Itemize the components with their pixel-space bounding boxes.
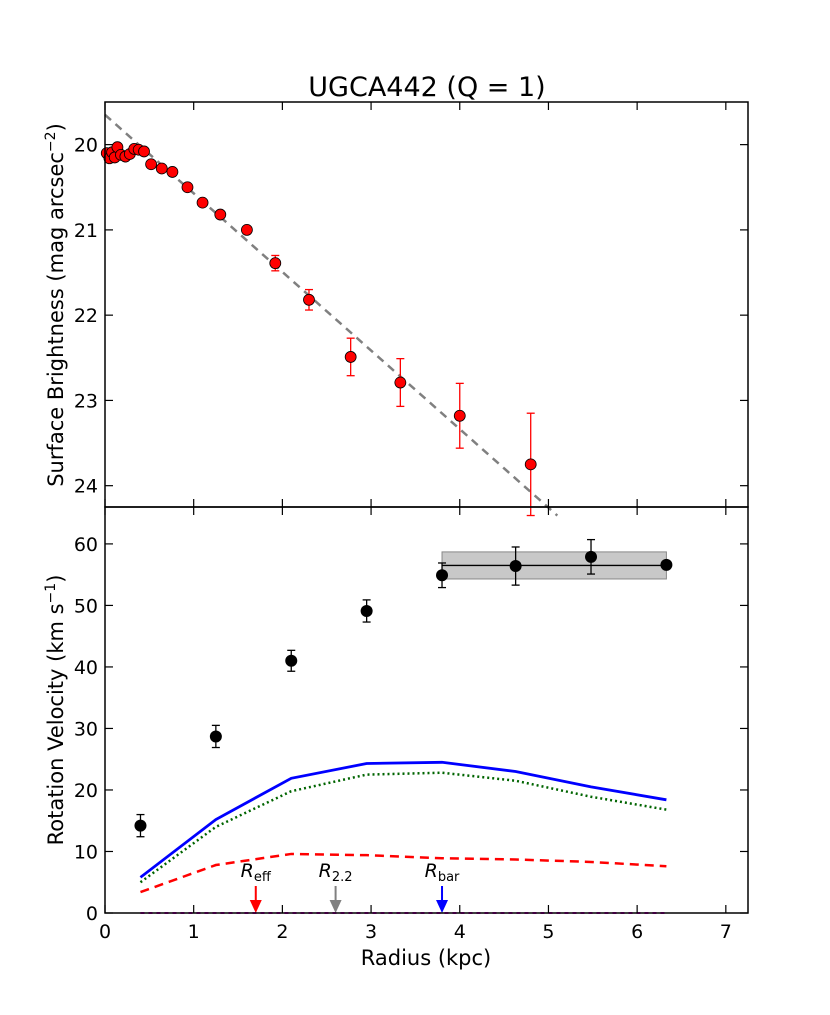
bottom-ytick-label-20: 20	[74, 780, 98, 802]
top-ytick-label-21: 21	[74, 220, 98, 242]
bottom-xlabel: Radius (kpc)	[361, 946, 492, 970]
vrot-point-6	[585, 550, 598, 563]
model-line-total	[139, 760, 667, 879]
top-ylabel: Surface Brightness (mag arcsec−2)	[43, 123, 68, 487]
bottom-xtick-label-2: 2	[276, 921, 288, 943]
bottom-axes-frame	[104, 506, 749, 914]
sb-point-17	[241, 223, 253, 236]
sb-point-22	[453, 409, 466, 422]
sb-point-14	[181, 181, 194, 194]
sb-point-12	[155, 162, 168, 175]
bottom-xtick-label-3: 3	[365, 921, 377, 943]
sb-point-23	[524, 458, 537, 471]
bottom-xtick-label-4: 4	[454, 921, 466, 943]
sb-point-10	[138, 145, 150, 158]
sb-point-13	[166, 166, 179, 178]
bottom-xtick-label-1: 1	[188, 921, 200, 943]
sb-point-16	[214, 208, 227, 221]
surface-brightness-panel: 20 21 22 23 24 Surface Brightness (mag arcse…	[43, 101, 749, 517]
top-ytick-label-22: 22	[74, 305, 98, 327]
fit-line	[104, 113, 559, 517]
bottom-ylabel: Rotation Velocity (km s−1)	[43, 575, 68, 846]
bottom-xtick-label-7: 7	[720, 921, 732, 943]
rotation-curve-panel: Reff R2.2 Rbar 0 10 20 30 40 50 60 0 1 2 3 4 5 6 7 Rotati…	[43, 506, 749, 970]
model-line-disk	[140, 852, 667, 894]
marker-arrow-head-r-2-2	[329, 900, 342, 913]
bottom-ytick-label-30: 30	[74, 718, 98, 740]
vrot-point-1	[209, 730, 222, 743]
model-line-gas	[139, 771, 667, 884]
sb-point-18	[269, 257, 282, 270]
vrot-point-3	[360, 604, 373, 617]
sb-point-20	[344, 351, 357, 363]
top-axes-frame	[104, 101, 749, 508]
bottom-ytick-label-0: 0	[86, 903, 98, 925]
sb-point-19	[303, 293, 315, 306]
marker-label-r-bar: Rbar	[425, 860, 460, 885]
vrot-point-7	[660, 558, 673, 571]
top-ytick-label-23: 23	[74, 390, 98, 412]
vrot-point-0	[134, 819, 147, 832]
vrot-point-5	[509, 560, 522, 573]
marker-arrow-head-r-eff	[249, 900, 262, 913]
bottom-ytick-label-50: 50	[74, 595, 98, 617]
bottom-xtick-label-5: 5	[542, 921, 554, 943]
bottom-ytick-label-40: 40	[74, 657, 98, 679]
marker-arrow-head-r-bar	[436, 900, 449, 913]
top-ytick-label-20: 20	[74, 135, 98, 157]
vrot-point-4	[436, 569, 449, 582]
marker-label-r-2-2: R2.2	[319, 860, 353, 885]
top-ytick-label-24: 24	[74, 476, 98, 498]
chart-title: UGCA442 (Q = 1)	[308, 72, 545, 103]
bottom-xtick-label-0: 0	[99, 921, 111, 943]
sb-point-11	[145, 158, 158, 171]
sb-point-21	[394, 376, 407, 389]
bottom-xtick-label-6: 6	[631, 921, 643, 943]
sb-point-15	[196, 196, 209, 209]
marker-label-r-eff: Reff	[241, 860, 272, 885]
bottom-ytick-label-60: 60	[74, 534, 98, 556]
vrot-point-2	[285, 654, 298, 667]
bottom-ytick-label-10: 10	[74, 841, 98, 863]
